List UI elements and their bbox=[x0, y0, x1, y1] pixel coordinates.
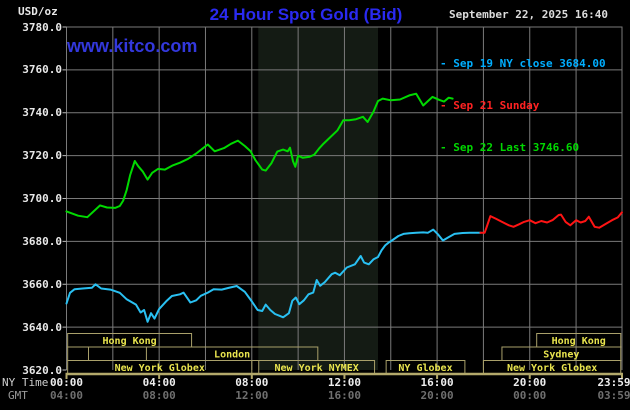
session-box bbox=[67, 333, 193, 348]
ny-time-tick-label: 20:00 bbox=[513, 376, 547, 389]
series-sep22-today-line bbox=[65, 92, 454, 219]
session-label: New York NYMEX bbox=[275, 363, 359, 374]
y-tick-label: 3780.0 bbox=[22, 20, 62, 34]
session-box bbox=[67, 346, 90, 361]
session-label: Sydney bbox=[543, 350, 579, 361]
y-axis-unit-label: USD/oz bbox=[18, 5, 58, 18]
kitco-watermark-link[interactable]: www.kitco.com bbox=[67, 36, 198, 56]
y-tick-label: 3740.0 bbox=[22, 106, 62, 120]
chart-legend: - Sep 19 NY close 3684.00 - Sep 21 Sunda… bbox=[440, 29, 606, 183]
session-label: New York Globex bbox=[115, 363, 205, 374]
ny-time-tick-label: 08:00 bbox=[235, 376, 269, 389]
gmt-tick-label: 04:00 bbox=[49, 389, 84, 402]
ny-time-tick-label: 12:00 bbox=[327, 376, 361, 389]
page-title: 24 Hour Spot Gold (Bid) bbox=[209, 5, 403, 24]
series-sep19-friday-line bbox=[65, 228, 482, 323]
y-tick-label: 3620.0 bbox=[22, 363, 62, 377]
gmt-tick-label: 03:59 bbox=[597, 389, 630, 402]
y-tick-label: 3640.0 bbox=[22, 320, 62, 334]
legend-sep22: - Sep 22 Last 3746.60 bbox=[440, 141, 580, 154]
gmt-tick-label: 00:00 bbox=[513, 389, 547, 402]
session-label: London bbox=[214, 350, 250, 361]
gmt-tick-label: 12:00 bbox=[235, 389, 269, 402]
gmt-axis-caption: GMT bbox=[8, 389, 28, 402]
session-label: Hong Kong bbox=[552, 336, 606, 347]
series-sep21-sunday-line bbox=[479, 211, 623, 234]
session-label: New York Globex bbox=[507, 363, 597, 374]
gmt-tick-label: 08:00 bbox=[142, 389, 176, 402]
y-tick-label: 3700.0 bbox=[22, 192, 62, 205]
gmt-tick-label: 20:00 bbox=[420, 389, 454, 402]
y-tick-label: 3760.0 bbox=[22, 63, 62, 77]
legend-sep21: - Sep 21 Sunday bbox=[440, 99, 540, 112]
y-tick-label: 3720.0 bbox=[22, 149, 62, 163]
y-tick-label: 3660.0 bbox=[22, 277, 62, 291]
ny-time-tick-label: 23:59 bbox=[597, 376, 630, 389]
gmt-tick-label: 16:00 bbox=[327, 389, 361, 402]
chart-timestamp: September 22, 2025 16:40 bbox=[449, 8, 608, 21]
ny-time-axis-caption: NY Time bbox=[2, 376, 49, 389]
ny-time-tick-label: 16:00 bbox=[420, 376, 454, 389]
ny-time-tick-label: 00:00 bbox=[49, 376, 84, 389]
ny-time-tick-label: 04:00 bbox=[142, 376, 176, 389]
session-label: Hong Kong bbox=[103, 336, 157, 347]
y-tick-label: 3680.0 bbox=[22, 234, 62, 248]
legend-sep19: - Sep 19 NY close 3684.00 bbox=[440, 57, 606, 70]
session-label: NY Globex bbox=[398, 363, 452, 374]
